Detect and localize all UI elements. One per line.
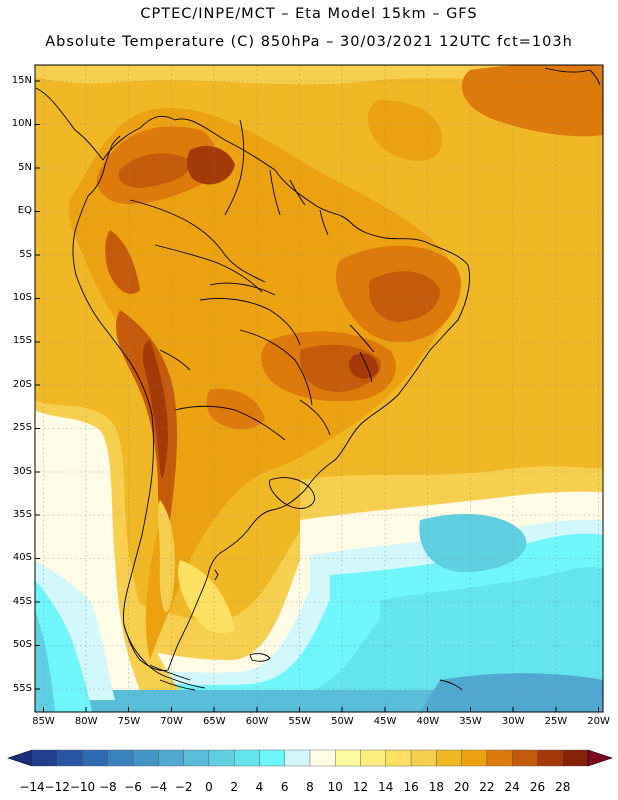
colorbar-swatch: [31, 749, 58, 767]
map-title-line-2: Absolute Temperature (C) 850hPa – 30/03/…: [45, 34, 573, 50]
map-gridlines: [35, 65, 603, 712]
coastline-and-borders: [35, 67, 601, 691]
colorbar-label: 4: [255, 780, 264, 794]
lon-label: 55W: [288, 716, 311, 727]
colorbar-label: −6: [124, 780, 142, 794]
map-title-line-1: CPTEC/INPE/MCT – Eta Model 15km – GFS: [140, 6, 478, 22]
lat-label: 50S: [12, 639, 32, 651]
colorbar-label: −12: [44, 780, 70, 794]
colorbar-swatch: [132, 749, 159, 767]
colorbar-swatch: [486, 749, 513, 767]
colorbar-swatch: [259, 749, 285, 767]
lon-label: 30W: [501, 716, 525, 727]
lat-label: 45S: [12, 595, 32, 607]
lat-label: 10S: [12, 292, 32, 303]
lon-label: 65W: [202, 716, 226, 727]
colorbar-label: 12: [352, 780, 369, 794]
lon-label: 75W: [117, 716, 141, 727]
lat-label: 5N: [18, 161, 32, 173]
colorbar-label: 24: [504, 780, 520, 794]
colorbar-label: 14: [378, 780, 394, 794]
lat-label: 25S: [12, 422, 32, 434]
colorbar-swatch: [183, 749, 210, 767]
lat-label: 15S: [12, 335, 32, 347]
colorbar-label: 18: [428, 780, 444, 794]
colorbar-label: −8: [98, 780, 117, 794]
colorbar-swatch: [57, 749, 83, 767]
colorbar-label: 28: [555, 780, 571, 794]
lon-label: 70W: [160, 716, 183, 727]
colorbar-label: 10: [327, 780, 343, 794]
colorbar-swatch: [158, 749, 184, 767]
lat-label: 5S: [19, 248, 32, 260]
colorbar-swatch: [233, 749, 260, 767]
lat-label: 10N: [11, 118, 32, 130]
lat-label: 35S: [12, 509, 32, 520]
map-fields: [35, 65, 603, 712]
lat-label: 15N: [11, 75, 32, 86]
lat-label: 20S: [12, 378, 32, 390]
lat-ticks: [35, 80, 40, 690]
colorbar: [7, 749, 613, 767]
lon-label: 25W: [544, 716, 568, 727]
colorbar-swatch: [309, 749, 336, 767]
colorbar-high-arrow: [587, 749, 613, 767]
lon-ticks: [43, 707, 599, 712]
colorbar-swatch: [436, 749, 462, 767]
colorbar-label: 6: [280, 780, 289, 794]
lat-label: 40S: [12, 552, 32, 564]
colorbar-swatch: [208, 749, 235, 767]
colorbar-swatch: [511, 749, 538, 767]
colorbar-swatch: [360, 749, 387, 767]
map-frame: [34, 64, 604, 713]
colorbar-swatch: [107, 749, 134, 767]
lon-label: 20W: [587, 716, 610, 727]
colorbar-label: 26: [529, 780, 546, 794]
colorbar-swatch: [410, 749, 437, 767]
colorbar-label: 20: [453, 780, 470, 794]
colorbar-swatch: [82, 749, 109, 767]
colorbar-swatch: [537, 749, 563, 767]
colorbar-label: 16: [403, 780, 419, 794]
colorbar-low-arrow: [7, 749, 33, 767]
colorbar-label: 0: [205, 780, 213, 794]
colorbar-label: 8: [306, 780, 314, 794]
colorbar-swatch: [461, 749, 488, 767]
colorbar-swatch: [284, 749, 311, 767]
lon-label: 35W: [459, 716, 482, 727]
lon-label: 40W: [416, 716, 440, 727]
lon-label: 45W: [373, 716, 397, 727]
colorbar-swatch: [335, 749, 361, 767]
colorbar-label: −14: [19, 780, 45, 794]
colorbar-swatch: [562, 749, 589, 767]
colorbar-label: −10: [69, 780, 96, 794]
colorbar-label: −2: [174, 780, 193, 794]
lat-label: 30S: [12, 465, 32, 477]
lat-label: EQ: [17, 205, 32, 217]
colorbar-label: 22: [479, 780, 495, 794]
colorbar-label: −4: [149, 780, 168, 794]
lon-label: 80W: [74, 716, 98, 727]
lon-label: 50W: [331, 716, 354, 727]
lat-label: 55S: [12, 682, 32, 694]
lon-label: 60W: [245, 716, 269, 727]
lon-label: 85W: [32, 716, 55, 727]
colorbar-swatch: [385, 749, 412, 767]
colorbar-label: 2: [230, 780, 238, 794]
